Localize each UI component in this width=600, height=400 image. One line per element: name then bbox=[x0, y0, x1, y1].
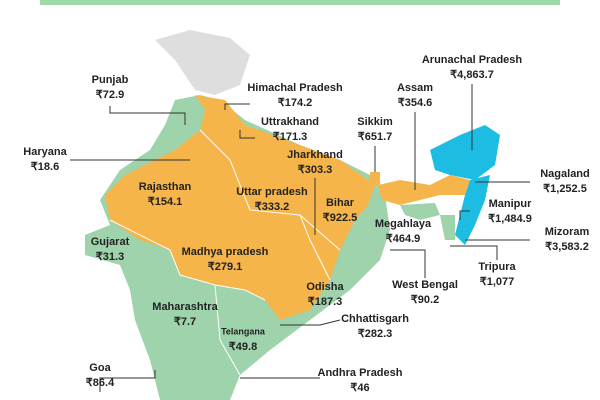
state-name: Maharashtra bbox=[152, 301, 218, 313]
state-name: Bihar bbox=[326, 197, 355, 209]
state-name: Haryana bbox=[23, 146, 67, 158]
state-name: Gujarat bbox=[91, 236, 130, 248]
state-value: ₹174.2 bbox=[278, 97, 313, 109]
state-value: ₹171.3 bbox=[273, 131, 308, 143]
state-name: Punjab bbox=[92, 74, 129, 86]
state-name: Chhattisgarh bbox=[341, 313, 409, 325]
region-blue bbox=[455, 175, 490, 245]
state-name: Tripura bbox=[478, 261, 516, 273]
state-value: ₹333.2 bbox=[255, 201, 290, 213]
state-name: Madhya pradesh bbox=[182, 246, 269, 258]
state-name: Uttrakhand bbox=[261, 116, 319, 128]
state-value: ₹279.1 bbox=[208, 261, 243, 273]
state-value: ₹922.5 bbox=[323, 212, 358, 224]
state-name: West Bengal bbox=[392, 279, 458, 291]
state-value: ₹651.7 bbox=[358, 131, 393, 143]
state-value: ₹86.4 bbox=[86, 377, 115, 389]
state-value: ₹464.9 bbox=[386, 233, 421, 245]
state-value: ₹90.2 bbox=[411, 294, 439, 306]
region-green bbox=[440, 215, 455, 240]
state-name: Rajasthan bbox=[139, 181, 192, 193]
state-name: Manipur bbox=[489, 198, 532, 210]
state-border bbox=[199, 129, 341, 251]
state-value: ₹3,583.2 bbox=[545, 241, 589, 253]
state-value: ₹282.3 bbox=[358, 328, 393, 340]
state-value: ₹72.9 bbox=[96, 89, 124, 101]
region-orange bbox=[105, 95, 375, 320]
state-border bbox=[214, 284, 241, 376]
state-value: ₹49.8 bbox=[229, 341, 257, 353]
state-value: ₹31.3 bbox=[96, 251, 124, 263]
state-name: Himachal Pradesh bbox=[247, 82, 343, 94]
state-value: ₹1,077 bbox=[480, 276, 515, 288]
state-name: Megahlaya bbox=[375, 218, 432, 230]
state-value: ₹1,484.9 bbox=[488, 213, 532, 225]
region-gray bbox=[155, 30, 250, 95]
state-value: ₹154.1 bbox=[148, 196, 183, 208]
state-name: Nagaland bbox=[540, 168, 590, 180]
state-value: ₹18.6 bbox=[31, 161, 59, 173]
state-value: ₹4,863.7 bbox=[450, 69, 494, 81]
state-name: Sikkim bbox=[357, 116, 393, 128]
state-name: Arunachal Pradesh bbox=[422, 54, 523, 66]
state-name: Andhra Pradesh bbox=[318, 367, 403, 379]
state-name: Goa bbox=[89, 362, 111, 374]
state-value: ₹303.3 bbox=[298, 164, 333, 176]
state-name: Odisha bbox=[306, 281, 344, 293]
state-name: Jharkhand bbox=[287, 149, 343, 161]
region-orange bbox=[370, 172, 380, 185]
top-banner bbox=[40, 0, 560, 5]
state-border bbox=[109, 219, 266, 301]
leader-lines bbox=[70, 84, 530, 392]
state-value: ₹1,252.5 bbox=[543, 183, 587, 195]
state-border bbox=[299, 214, 331, 281]
region-blue bbox=[430, 125, 500, 180]
region-green bbox=[400, 203, 440, 220]
state-value: ₹7.7 bbox=[174, 316, 196, 328]
state-value: ₹354.6 bbox=[398, 97, 433, 109]
state-name: Mizoram bbox=[545, 226, 590, 238]
state-name: Telangana bbox=[221, 326, 266, 336]
state-name: Uttar pradesh bbox=[236, 186, 308, 198]
state-value: ₹46 bbox=[350, 382, 369, 394]
state-value: ₹187.3 bbox=[308, 296, 343, 308]
state-name: Assam bbox=[397, 82, 433, 94]
region-orange bbox=[378, 175, 470, 205]
